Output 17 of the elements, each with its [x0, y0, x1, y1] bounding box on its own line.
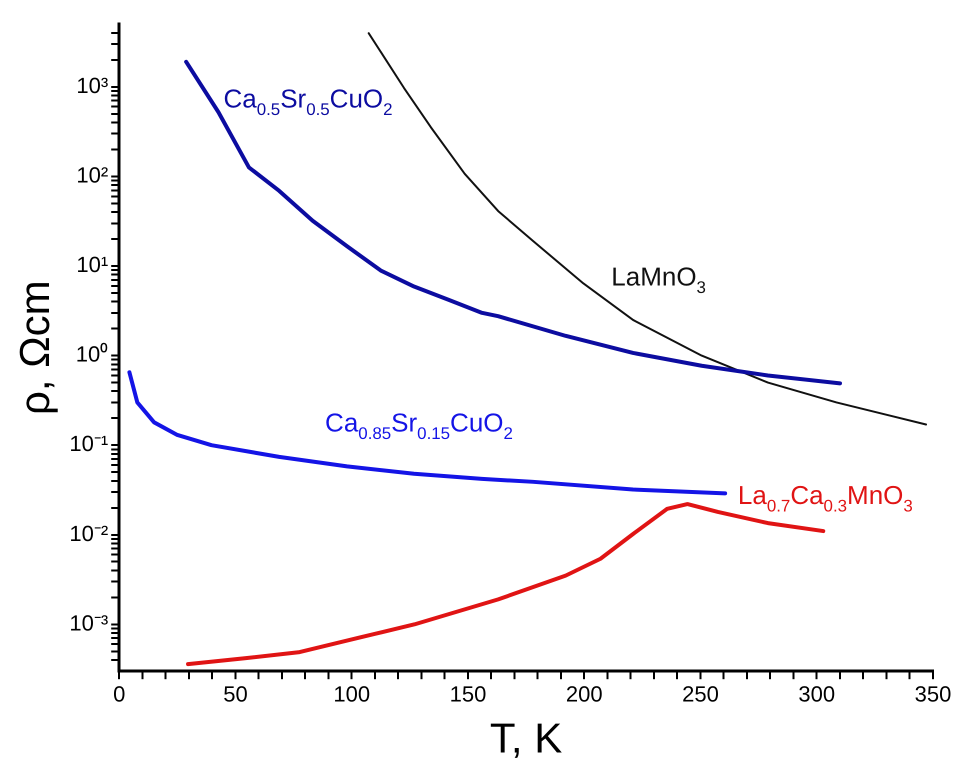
x-tick-label: 200 [566, 681, 603, 706]
y-tick-label: 10² [76, 162, 108, 188]
y-axis-title: ρ, Ωcm [10, 280, 58, 416]
x-tick-label: 50 [223, 681, 248, 706]
x-tick-label: 0 [113, 681, 126, 706]
y-tick-label: 10⁻¹ [69, 431, 108, 456]
y-tick-label: 10¹ [76, 252, 108, 278]
x-axis-title: T, K [490, 714, 562, 762]
x-tick-label: 350 [914, 681, 952, 706]
y-tick-label: 10⁰ [76, 342, 108, 367]
x-tick-label: 250 [682, 681, 719, 706]
x-tick-label: 100 [333, 681, 370, 706]
y-tick-label: 10⁻³ [69, 610, 108, 636]
y-tick-label: 10³ [76, 72, 108, 98]
y-tick-label: 10⁻² [69, 520, 108, 546]
x-tick-label: 300 [798, 681, 836, 706]
x-tick-label: 150 [450, 681, 486, 706]
